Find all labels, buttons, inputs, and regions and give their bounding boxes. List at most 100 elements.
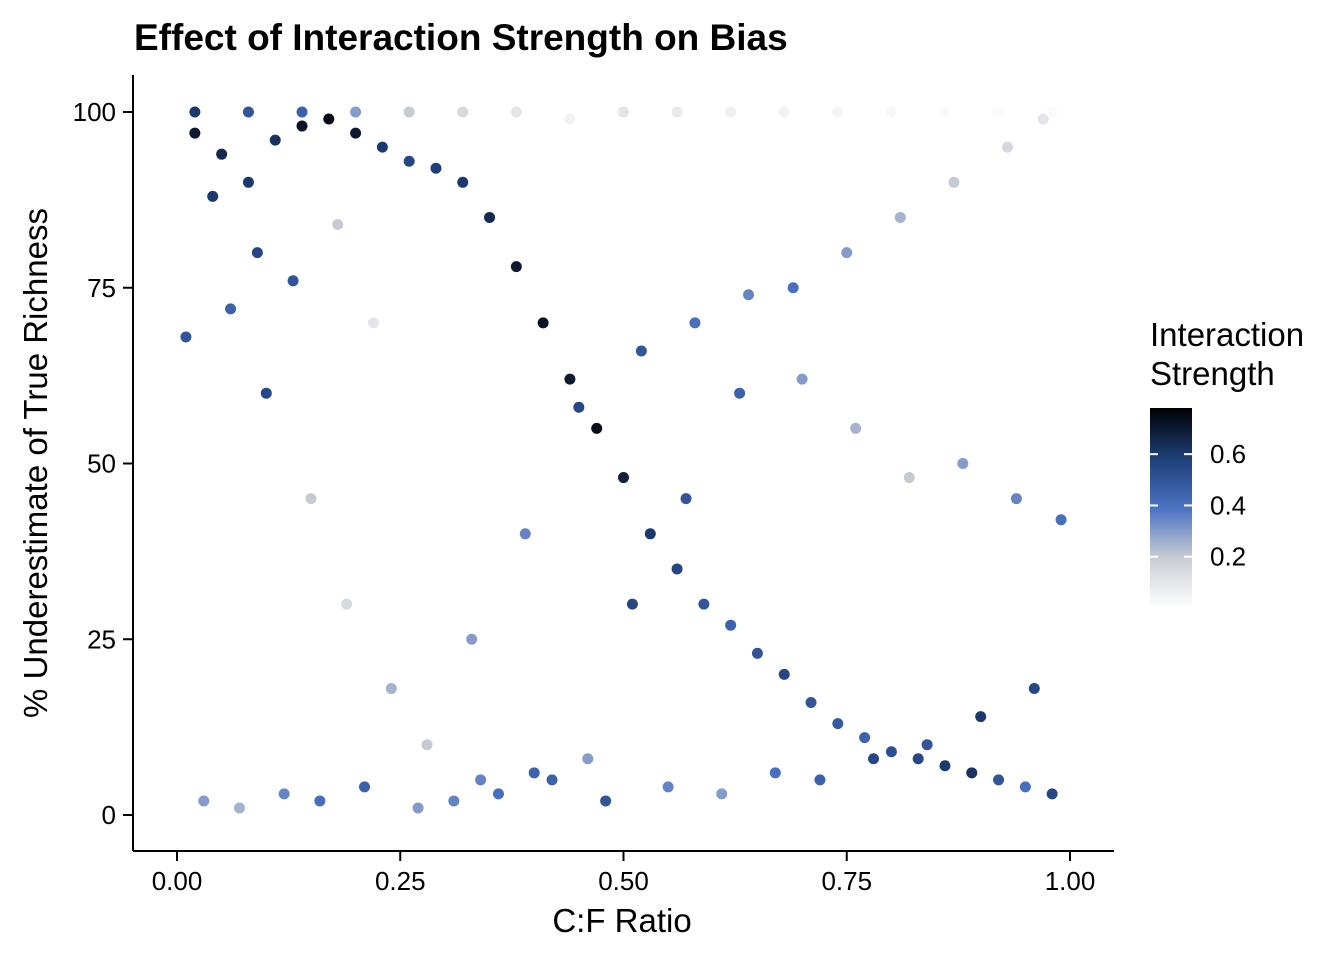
y-axis-title: % Underestimate of True Richness [17, 208, 54, 718]
data-point [1001, 141, 1013, 153]
data-point [484, 211, 496, 223]
data-point [894, 211, 906, 223]
data-point [198, 795, 210, 807]
data-point [1028, 682, 1040, 694]
data-point [564, 113, 576, 125]
data-point [832, 106, 844, 118]
data-point [564, 373, 576, 385]
x-tick-label: 0.50 [598, 866, 649, 896]
data-point [1019, 781, 1031, 793]
data-point [385, 682, 397, 694]
data-point [734, 387, 746, 399]
data-point [180, 331, 192, 343]
data-point [751, 647, 763, 659]
data-point [1046, 788, 1058, 800]
data-point [260, 387, 272, 399]
data-point [966, 767, 978, 779]
x-tick-label: 0.00 [152, 866, 203, 896]
data-point [725, 106, 737, 118]
data-point [662, 781, 674, 793]
data-point [323, 113, 335, 125]
data-point [591, 422, 603, 434]
data-point [287, 275, 299, 287]
data-point [492, 788, 504, 800]
color-legend: Interaction Strength 0.2 0.4 0.6 [1150, 316, 1304, 608]
data-point [296, 120, 308, 132]
y-tick-label: 0 [102, 800, 116, 830]
data-point [975, 711, 987, 723]
data-point [457, 106, 469, 118]
data-point [269, 134, 281, 146]
x-tick-label: 0.25 [375, 866, 426, 896]
data-point [207, 190, 219, 202]
data-point [448, 795, 460, 807]
data-point [743, 289, 755, 301]
data-point [1055, 514, 1067, 526]
data-point [537, 317, 549, 329]
data-point [778, 106, 790, 118]
data-point [234, 802, 246, 814]
legend-tick-label: 0.2 [1210, 542, 1246, 572]
data-point [787, 282, 799, 294]
data-point [519, 528, 531, 540]
data-point [885, 106, 897, 118]
legend-title-line-2: Strength [1150, 355, 1275, 392]
chart-title: Effect of Interaction Strength on Bias [134, 17, 788, 58]
data-point [939, 760, 951, 772]
data-point [841, 247, 853, 259]
data-point [251, 247, 263, 259]
data-point [189, 106, 201, 118]
data-point [698, 598, 710, 610]
data-point [421, 739, 433, 751]
data-point [403, 106, 415, 118]
ticks-layer: 0.00 0.25 0.50 0.75 1.00 0 25 50 75 100 [73, 97, 1096, 896]
data-point [993, 774, 1005, 786]
data-point [305, 493, 317, 505]
data-point [600, 795, 612, 807]
data-point [1010, 493, 1022, 505]
y-tick-label: 25 [87, 624, 116, 654]
data-point [457, 176, 469, 188]
data-point [778, 668, 790, 680]
data-point [403, 155, 415, 167]
data-point [725, 619, 737, 631]
y-tick-label: 50 [87, 449, 116, 479]
data-point [618, 472, 629, 484]
data-point [1037, 113, 1049, 125]
data-point [618, 106, 629, 118]
data-point [546, 774, 558, 786]
data-point [903, 472, 915, 484]
data-point [278, 788, 290, 800]
data-point [769, 767, 781, 779]
y-tick-label: 100 [73, 97, 116, 127]
x-axis-title: C:F Ratio [552, 902, 691, 939]
data-point [832, 718, 844, 730]
data-point [582, 753, 594, 765]
data-point [993, 106, 1005, 118]
data-point [671, 106, 683, 118]
legend-tick-label: 0.6 [1210, 439, 1246, 469]
data-point [341, 598, 353, 610]
data-point [225, 303, 237, 315]
data-point [885, 746, 897, 758]
data-point [475, 774, 487, 786]
data-point [921, 739, 933, 751]
data-point [314, 795, 326, 807]
data-point [359, 781, 371, 793]
data-point [573, 401, 585, 413]
legend-ticks: 0.2 0.4 0.6 [1150, 439, 1246, 572]
data-point [948, 176, 960, 188]
data-point [635, 345, 647, 357]
x-tick-label: 0.75 [821, 866, 872, 896]
data-point [367, 317, 379, 329]
data-point [332, 218, 344, 230]
data-point [796, 373, 808, 385]
data-point [510, 106, 522, 118]
data-point [350, 106, 362, 118]
data-point [376, 141, 388, 153]
data-point [716, 788, 728, 800]
data-point [466, 633, 478, 645]
data-point [850, 422, 862, 434]
points-layer [180, 106, 1067, 814]
